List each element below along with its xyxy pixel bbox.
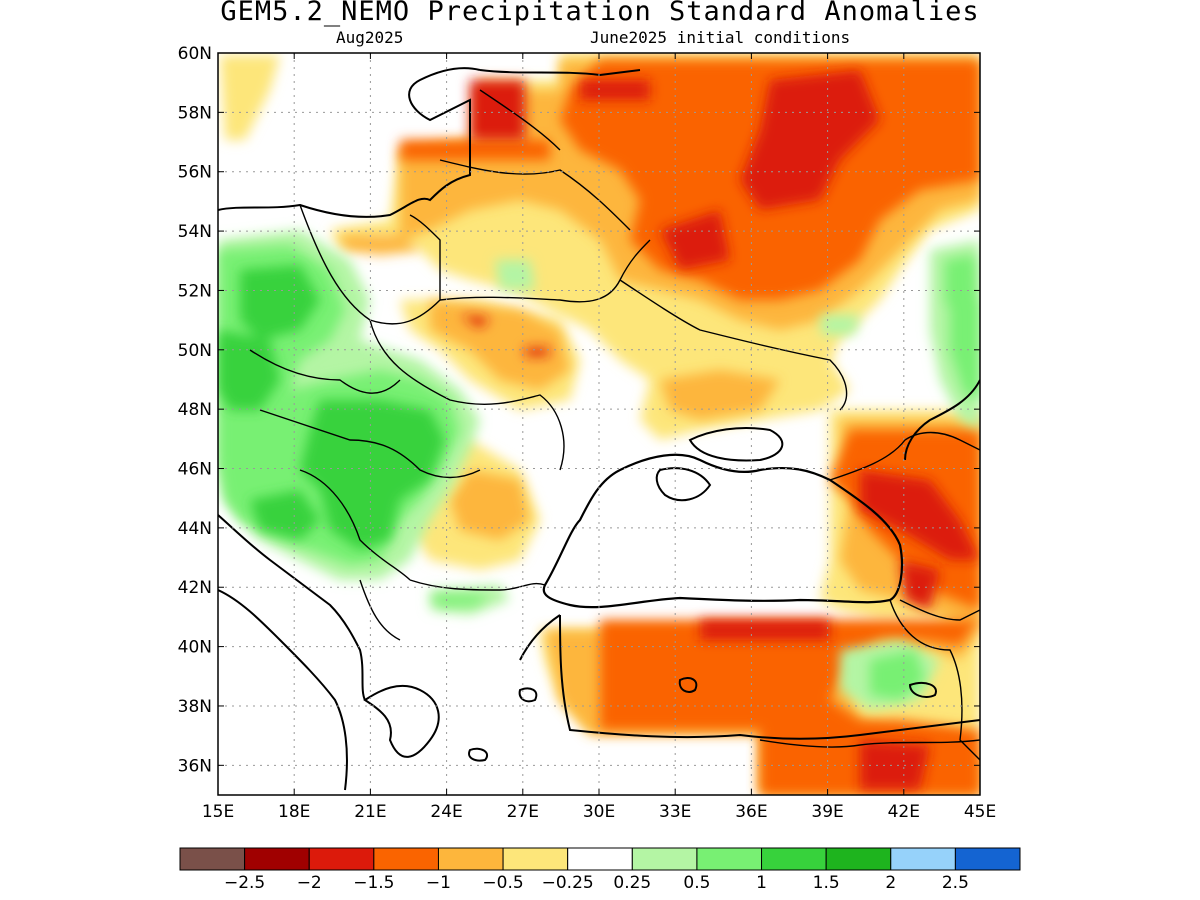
lat-tick-label: 36N	[178, 756, 212, 776]
anomaly-fields	[218, 53, 980, 795]
lat-tick-label: 54N	[178, 222, 212, 242]
colorbar-swatch	[825, 847, 892, 871]
colorbar-swatch	[437, 847, 504, 871]
lat-tick-label: 40N	[178, 638, 212, 658]
grid-lines	[218, 53, 980, 795]
lon-tick-label: 36E	[735, 802, 767, 822]
colorbar-label: −0.25	[542, 873, 594, 893]
colorbar-label: 2.5	[942, 873, 969, 893]
colorbar-swatch	[890, 847, 956, 871]
colorbar: −2.5 −2 −1.5 −1 −0.5 −0.25 0.25 0.5 1 1.5 2 2.5	[179, 847, 1021, 893]
lat-tick-label: 50N	[178, 341, 212, 361]
colorbar-swatch	[502, 847, 569, 871]
colorbar-label: 1.5	[813, 873, 840, 893]
colorbar-swatch	[308, 847, 375, 871]
borders	[249, 89, 980, 761]
lon-tick-label: 45E	[964, 802, 996, 822]
very-dry	[460, 70, 980, 790]
lon-tick-label: 21E	[354, 802, 386, 822]
colorbar-swatch	[761, 847, 827, 871]
lat-tick-label: 42N	[178, 578, 212, 598]
lat-tick-label: 48N	[178, 400, 212, 420]
coastlines	[218, 67, 980, 791]
lat-tick-label: 38N	[178, 697, 212, 717]
forecast-month: Aug2025	[336, 28, 404, 47]
lon-tick-label: 33E	[659, 802, 691, 822]
lat-tick-label: 60N	[178, 44, 212, 64]
lat-tick-label: 44N	[178, 519, 212, 539]
lat-tick-label: 56N	[178, 163, 212, 183]
lon-tick-label: 15E	[202, 802, 234, 822]
lat-axis: 60N 58N 56N 54N 52N 50N 48N 46N 44N 42N 40N 38N 36N	[178, 44, 980, 776]
colorbar-label: −1	[426, 873, 451, 893]
lon-tick-label: 18E	[278, 802, 310, 822]
colorbar-swatch	[244, 847, 310, 871]
colorbar-swatch	[954, 847, 1021, 871]
colorbar-label: 2	[885, 873, 896, 893]
map-title: GEM5.2_NEMO Precipitation Standard Anoma…	[220, 0, 980, 27]
colorbar-swatch	[567, 847, 633, 871]
lat-tick-label: 46N	[178, 460, 212, 480]
lon-axis: 15E 18E 21E 24E 27E 30E 33E 36E 39E 42E 45E	[202, 53, 996, 822]
lon-tick-label: 27E	[507, 802, 539, 822]
colorbar-label: 1	[756, 873, 767, 893]
colorbar-swatch	[631, 847, 698, 871]
colorbar-swatch	[373, 847, 439, 871]
lon-tick-label: 39E	[811, 802, 843, 822]
colorbar-label: 0.5	[683, 873, 710, 893]
colorbar-label: 0.25	[613, 873, 651, 893]
colorbar-label: −1.5	[353, 873, 394, 893]
colorbar-swatch	[696, 847, 763, 871]
lon-tick-label: 42E	[888, 802, 920, 822]
lon-tick-label: 24E	[430, 802, 462, 822]
lat-tick-label: 58N	[178, 103, 212, 123]
colorbar-label: −0.5	[482, 873, 523, 893]
lat-tick-label: 52N	[178, 281, 212, 301]
initial-conditions: June2025 initial conditions	[590, 28, 851, 47]
lon-tick-label: 30E	[583, 802, 615, 822]
colorbar-swatch	[179, 847, 246, 871]
colorbar-label: −2.5	[224, 873, 265, 893]
colorbar-label: −2	[297, 873, 322, 893]
